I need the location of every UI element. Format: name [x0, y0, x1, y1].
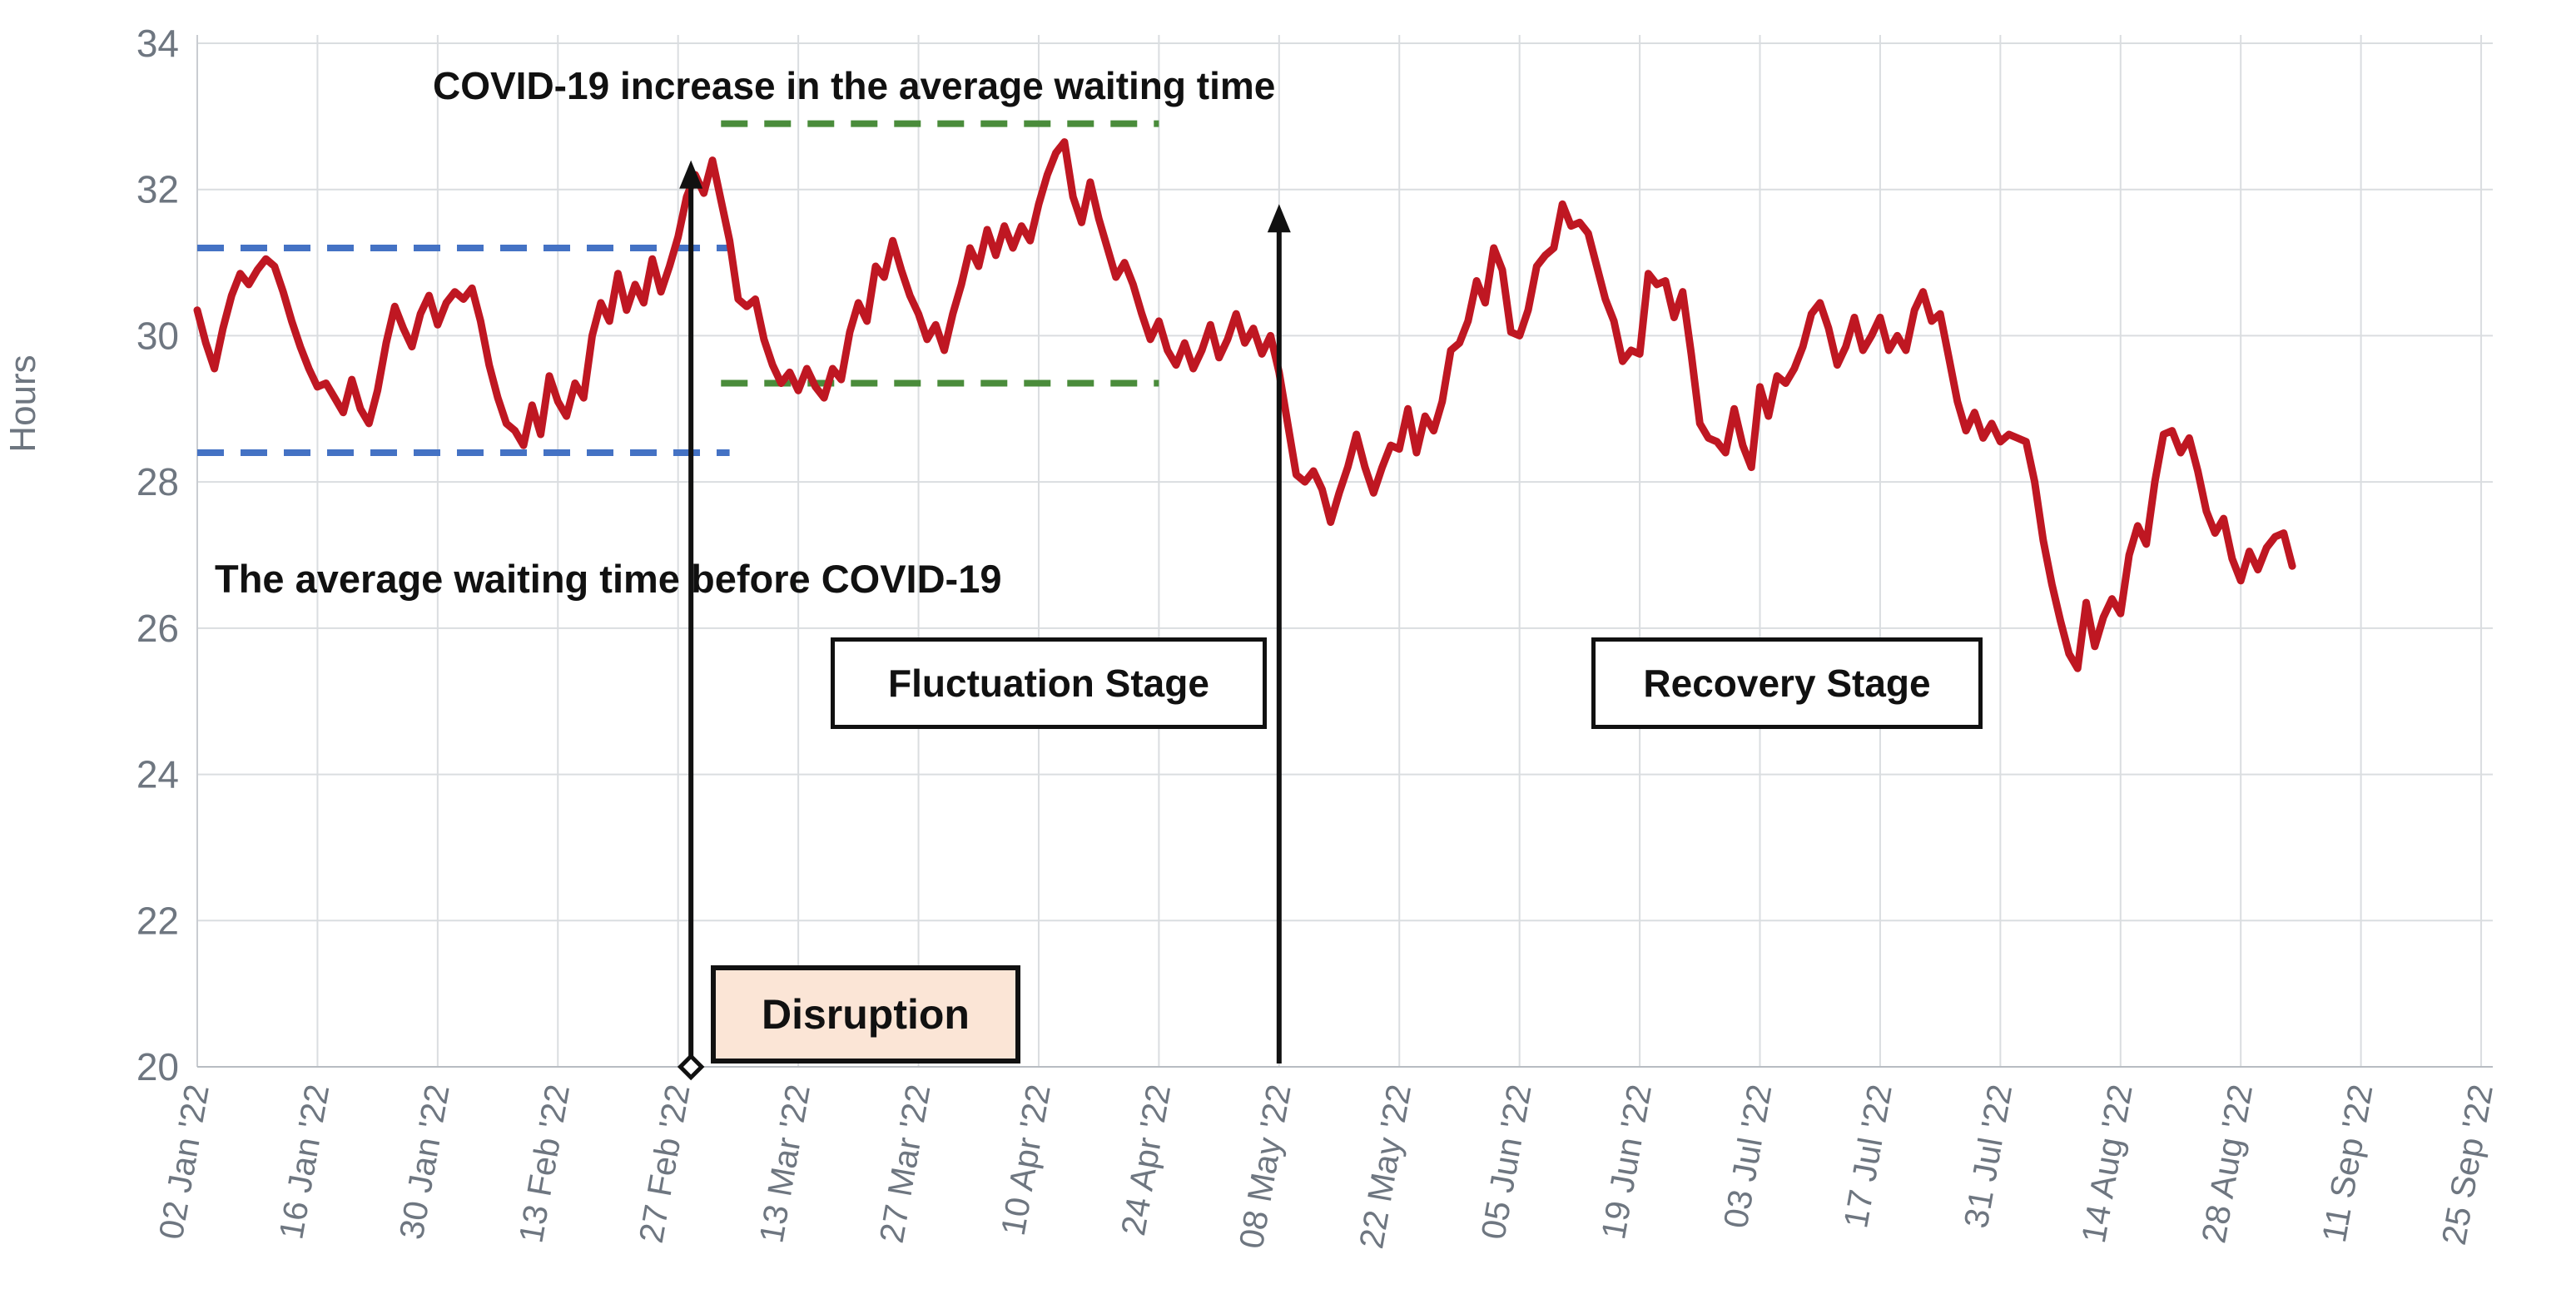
recovery-stage-label: Recovery Stage: [1643, 662, 1931, 705]
x-tick-label: 05 Jun '22: [1474, 1082, 1539, 1242]
covid-increase-annotation: COVID-19 increase in the average waiting…: [433, 64, 1276, 107]
x-tick-label: 25 Sep '22: [2435, 1082, 2500, 1248]
y-tick-label: 26: [136, 607, 179, 650]
x-tick-label: 31 Jul '22: [1957, 1082, 2020, 1232]
x-tick-label: 27 Mar '22: [872, 1082, 938, 1247]
x-tick-label: 02 Jan '22: [151, 1082, 216, 1242]
y-tick-label: 24: [136, 753, 179, 796]
event-arrows-layer: [677, 160, 1291, 1081]
x-tick-label: 16 Jan '22: [271, 1082, 336, 1242]
x-tick-label: 24 Apr '22: [1114, 1082, 1178, 1239]
y-axis-title: Hours: [2, 354, 43, 452]
recovery-stage-box: Recovery Stage: [1591, 637, 1983, 729]
x-tick-label: 11 Sep '22: [2315, 1082, 2380, 1246]
x-tick-label: 30 Jan '22: [392, 1082, 457, 1242]
x-tick-label: 28 Aug '22: [2194, 1082, 2260, 1247]
x-tick-label: 13 Mar '22: [752, 1082, 817, 1247]
y-tick-label: 32: [136, 168, 179, 211]
y-tick-label: 34: [136, 22, 179, 65]
pre-covid-annotation: The average waiting time before COVID-19: [215, 557, 1002, 601]
y-tick-label: 20: [136, 1045, 179, 1088]
disruption-label: Disruption: [762, 991, 970, 1038]
x-tick-label: 13 Feb '22: [511, 1082, 577, 1247]
x-tick-label: 27 Feb '22: [632, 1082, 697, 1247]
recovery-arrow-head: [1267, 204, 1291, 233]
fluctuation-stage-label: Fluctuation Stage: [888, 662, 1209, 705]
x-tick-label: 10 Apr '22: [994, 1082, 1058, 1239]
y-tick-label: 30: [136, 314, 179, 357]
disruption-arrow-head: [679, 160, 703, 189]
x-tick-label: 22 May '22: [1352, 1082, 1418, 1252]
x-tick-label: 17 Jul '22: [1836, 1082, 1899, 1232]
average-waiting-time-line: [193, 138, 2296, 672]
y-tick-label: 22: [136, 899, 179, 942]
fluctuation-stage-box: Fluctuation Stage: [831, 637, 1267, 729]
series-layer: [193, 138, 2296, 672]
x-tick-label: 08 May '22: [1232, 1082, 1298, 1252]
y-tick-label: 28: [136, 460, 179, 503]
grid-layer: [196, 35, 2494, 1068]
disruption-box: Disruption: [711, 965, 1020, 1063]
x-tick-label: 19 Jun '22: [1594, 1082, 1659, 1242]
x-tick-label: 03 Jul '22: [1716, 1082, 1779, 1232]
x-tick-label: 14 Aug '22: [2074, 1082, 2140, 1247]
disruption-arrow-base-diamond: [677, 1053, 705, 1081]
reference-lines-layer: [197, 120, 1159, 457]
